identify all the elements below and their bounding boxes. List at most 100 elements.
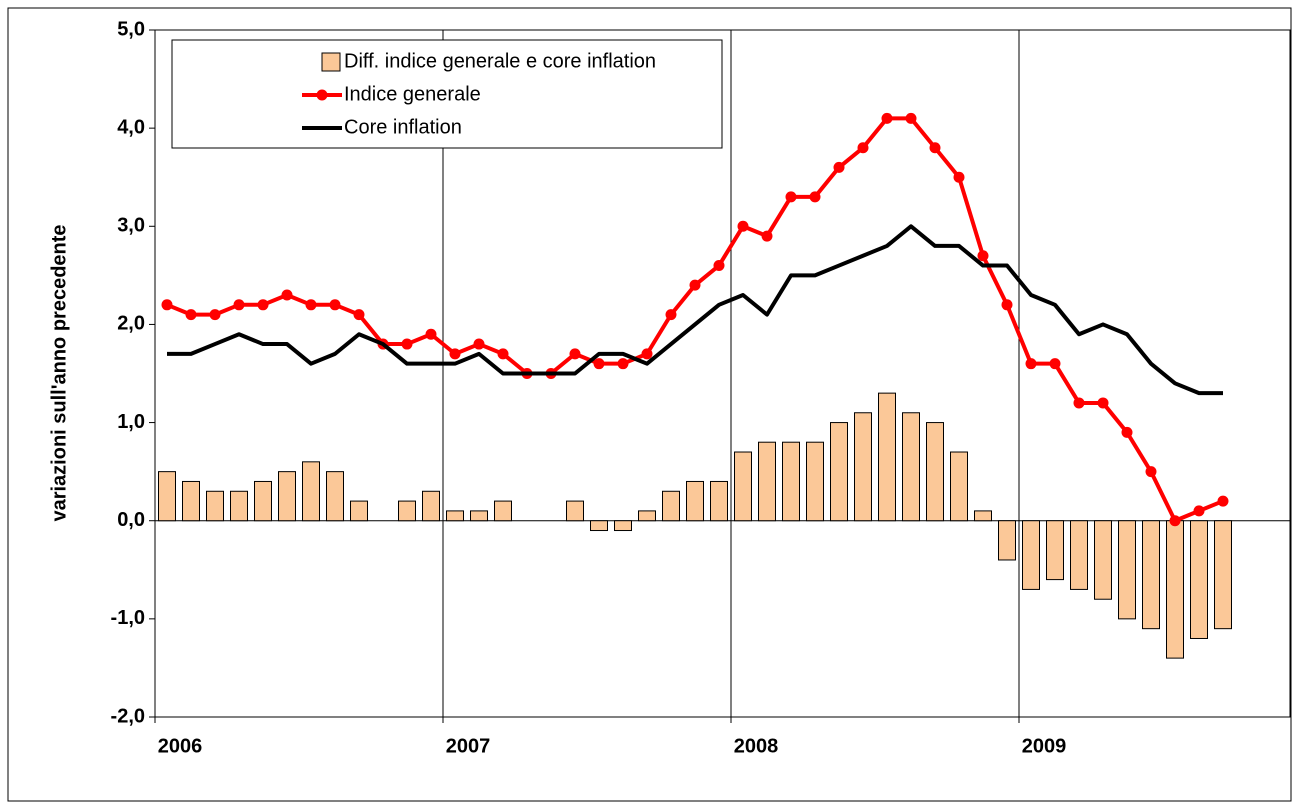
y-tick-label: 2,0 <box>117 313 145 335</box>
marker <box>1193 505 1205 517</box>
bar <box>710 480 728 522</box>
marker <box>665 309 677 321</box>
bar <box>422 490 440 522</box>
y-tick-label: -1,0 <box>111 607 145 629</box>
marker <box>857 142 869 154</box>
bar <box>1022 520 1040 590</box>
marker <box>785 191 797 203</box>
bar <box>878 392 896 522</box>
marker <box>161 299 173 311</box>
bar <box>326 471 344 522</box>
marker <box>209 309 221 321</box>
bar <box>1094 520 1112 600</box>
marker <box>1217 495 1229 507</box>
y-tick-label: -2,0 <box>111 705 145 727</box>
marker <box>401 338 413 350</box>
bar <box>638 510 656 522</box>
bar <box>254 480 272 522</box>
bar <box>566 500 584 522</box>
marker <box>1121 426 1133 438</box>
bar <box>1214 520 1232 630</box>
bar <box>206 490 224 522</box>
legend-box <box>171 39 723 149</box>
marker <box>593 358 605 370</box>
bar <box>950 451 968 522</box>
bar <box>182 480 200 522</box>
marker <box>353 309 365 321</box>
bar <box>1046 520 1064 581</box>
bar <box>974 510 992 522</box>
marker <box>233 299 245 311</box>
marker <box>977 250 989 262</box>
bar <box>470 510 488 522</box>
marker <box>929 142 941 154</box>
bar <box>302 461 320 522</box>
legend-swatch <box>321 52 341 72</box>
bar <box>854 412 872 522</box>
marker <box>1001 299 1013 311</box>
bar <box>398 500 416 522</box>
bar <box>278 471 296 522</box>
x-tick-label: 2006 <box>158 735 203 757</box>
marker <box>953 171 965 183</box>
marker <box>497 348 509 360</box>
bar <box>902 412 920 522</box>
marker <box>425 328 437 340</box>
bar <box>998 520 1016 561</box>
legend-label: Indice generale <box>344 83 481 105</box>
marker <box>449 348 461 360</box>
bar <box>614 520 632 532</box>
bar <box>590 520 608 532</box>
y-tick-label: 3,0 <box>117 215 145 237</box>
bar <box>494 500 512 522</box>
y-tick-label: 5,0 <box>117 18 145 40</box>
marker <box>1049 358 1061 370</box>
bar <box>806 441 824 522</box>
marker <box>713 260 725 272</box>
bar <box>662 490 680 522</box>
bar <box>350 500 368 522</box>
marker <box>833 161 845 173</box>
bar <box>1070 520 1088 590</box>
y-tick-label: 4,0 <box>117 116 145 138</box>
marker <box>281 289 293 301</box>
y-tick-label: 0,0 <box>117 509 145 531</box>
x-tick-label: 2009 <box>1022 735 1067 757</box>
marker <box>1097 397 1109 409</box>
marker <box>1073 397 1085 409</box>
marker <box>905 112 917 124</box>
marker <box>617 358 629 370</box>
x-tick-label: 2008 <box>734 735 779 757</box>
legend-label: Diff. indice generale e core inflation <box>344 50 656 72</box>
marker <box>305 299 317 311</box>
bar <box>830 422 848 522</box>
marker <box>1025 358 1037 370</box>
marker <box>1145 466 1157 478</box>
legend-label: Core inflation <box>344 116 462 138</box>
bar <box>1166 520 1184 659</box>
bar <box>758 441 776 522</box>
marker <box>473 338 485 350</box>
bar <box>686 480 704 522</box>
marker <box>641 348 653 360</box>
bar <box>230 490 248 522</box>
bar <box>1190 520 1208 639</box>
y-tick-label: 1,0 <box>117 411 145 433</box>
bar <box>1118 520 1136 620</box>
bar <box>782 441 800 522</box>
bar <box>158 471 176 522</box>
marker <box>689 279 701 291</box>
legend-marker <box>316 89 328 101</box>
marker <box>881 112 893 124</box>
line <box>167 224 1223 396</box>
x-tick-label: 2007 <box>446 735 491 757</box>
y-axis-label: variazioni sull'anno precedente <box>48 224 70 521</box>
marker <box>569 348 581 360</box>
marker <box>185 309 197 321</box>
bar <box>446 510 464 522</box>
marker <box>1169 515 1181 527</box>
marker <box>257 299 269 311</box>
bar <box>926 422 944 522</box>
bar <box>1142 520 1160 630</box>
